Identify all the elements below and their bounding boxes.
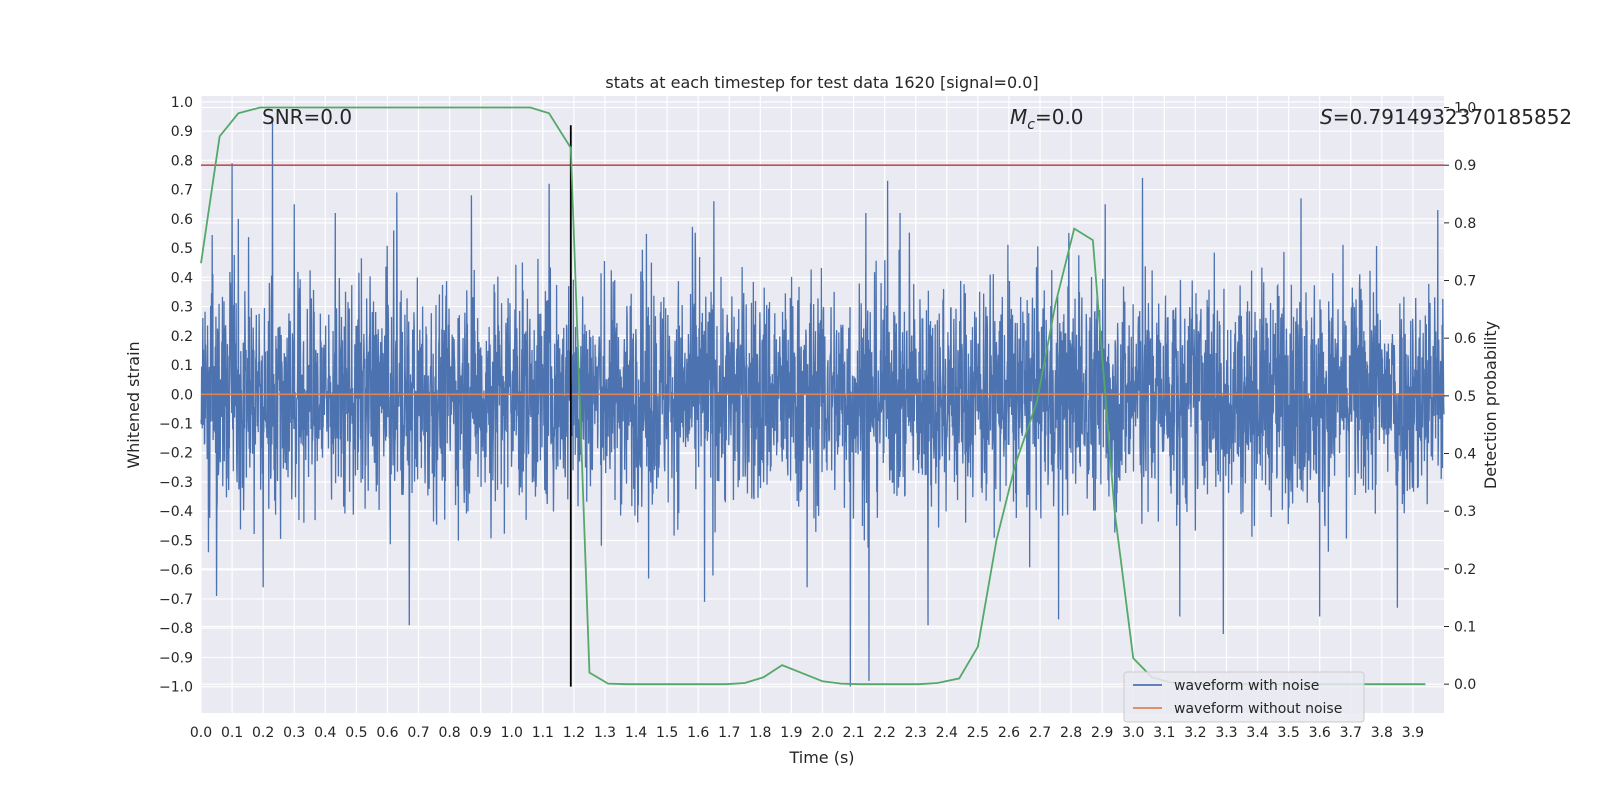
x-tick-label: 0.6 — [376, 725, 398, 741]
y2-ticks: 1.0 0.9 0.8 0.7 0.6 0.5 0.4 0.3 0.2 0.1 0.0 — [1444, 101, 1476, 693]
x-tick-label: 1.8 — [749, 725, 771, 741]
y-tick-label: −0.8 — [159, 621, 193, 637]
y-tick-label: 0.5 — [171, 241, 193, 257]
y-ticks: 1.0 0.9 0.8 0.7 0.6 0.5 0.4 0.3 0.2 0.1 0.0 −0.1 −0.… — [159, 95, 193, 696]
y-tick-label: −0.9 — [159, 650, 193, 666]
x-tick-label: 2.9 — [1091, 725, 1113, 741]
x-tick-label: 1.4 — [625, 725, 647, 741]
x-tick-label: 2.0 — [811, 725, 833, 741]
x-tick-label: 2.5 — [967, 725, 989, 741]
x-tick-label: 2.2 — [874, 725, 896, 741]
y2-tick-label: 0.7 — [1454, 274, 1476, 290]
x-tick-label: 2.6 — [998, 725, 1020, 741]
y2-tick-label: 1.0 — [1454, 101, 1476, 117]
mc-symbol: M — [1010, 105, 1027, 129]
y2-tick-label: 0.4 — [1454, 447, 1476, 463]
x-tick-label: 0.9 — [470, 725, 492, 741]
x-tick-label: 1.9 — [780, 725, 802, 741]
x-tick-label: 3.5 — [1277, 725, 1299, 741]
x-tick-label: 2.3 — [905, 725, 927, 741]
y-tick-label: 0.9 — [171, 124, 193, 140]
y2-axis-label: Detection probability — [1481, 321, 1500, 489]
x-tick-label: 3.1 — [1153, 725, 1175, 741]
x-tick-label: 3.9 — [1402, 725, 1424, 741]
y-tick-label: 0.3 — [171, 300, 193, 316]
x-tick-label: 3.0 — [1122, 725, 1144, 741]
x-tick-label: 3.6 — [1309, 725, 1331, 741]
y2-tick-label: 0.2 — [1454, 562, 1476, 578]
y2-tick-label: 0.6 — [1454, 331, 1476, 347]
series-waveform-with-noise — [200, 119, 1445, 687]
x-tick-label: 0.4 — [314, 725, 336, 741]
y2-tick-label: 0.0 — [1454, 677, 1476, 693]
mc-annotation: Mc=0.0 — [1010, 105, 1084, 133]
y-tick-label: 0.6 — [171, 212, 193, 228]
y-tick-label: 0.1 — [171, 358, 193, 374]
y-tick-label: 0.2 — [171, 329, 193, 345]
x-tick-label: 3.7 — [1340, 725, 1362, 741]
y2-tick-label: 0.8 — [1454, 216, 1476, 232]
mc-subscript: c — [1027, 117, 1035, 133]
y2-tick-label: 0.1 — [1454, 620, 1476, 636]
y-tick-label: −0.2 — [159, 446, 193, 462]
y-tick-label: −0.7 — [159, 592, 193, 608]
x-tick-label: 1.6 — [687, 725, 709, 741]
y-tick-label: 0.8 — [171, 153, 193, 169]
x-tick-label: 0.7 — [407, 725, 429, 741]
x-tick-label: 1.0 — [501, 725, 523, 741]
s-annotation: S=0.7914932370185852 — [1320, 105, 1572, 129]
y-tick-label: 1.0 — [171, 95, 193, 111]
mc-value: =0.0 — [1035, 105, 1084, 129]
x-tick-label: 2.1 — [842, 725, 864, 741]
y-tick-label: 0.0 — [171, 387, 193, 403]
y-tick-label: 0.4 — [171, 270, 193, 286]
y-tick-label: −0.4 — [159, 504, 193, 520]
y-tick-label: −1.0 — [159, 680, 193, 696]
legend-label-clean: waveform without noise — [1174, 701, 1342, 717]
x-tick-label: 0.0 — [190, 725, 212, 741]
x-ticks: 0.0 0.1 0.2 0.3 0.4 0.5 0.6 0.7 0.8 0.9 1.0 1.1 1.2 1… — [190, 725, 1424, 741]
y-tick-label: −0.1 — [159, 417, 193, 433]
x-tick-label: 3.3 — [1215, 725, 1237, 741]
x-tick-label: 0.3 — [283, 725, 305, 741]
x-tick-label: 3.8 — [1371, 725, 1393, 741]
x-tick-label: 2.4 — [936, 725, 958, 741]
x-tick-label: 1.5 — [656, 725, 678, 741]
y2-tick-label: 0.5 — [1454, 389, 1476, 405]
legend-box — [1123, 671, 1365, 723]
y-tick-label: −0.3 — [159, 475, 193, 491]
x-tick-label: 1.1 — [532, 725, 554, 741]
x-tick-label: 0.8 — [438, 725, 460, 741]
noise-trace — [200, 119, 1445, 687]
x-tick-label: 3.2 — [1184, 725, 1206, 741]
x-axis-label: Time (s) — [788, 748, 854, 767]
chart-title: stats at each timestep for test data 162… — [605, 73, 1038, 92]
x-tick-label: 3.4 — [1246, 725, 1268, 741]
x-tick-label: 1.3 — [594, 725, 616, 741]
s-value: =0.7914932370185852 — [1333, 105, 1572, 129]
y-tick-label: 0.7 — [171, 183, 193, 199]
legend-label-noise: waveform with noise — [1174, 678, 1319, 694]
x-tick-label: 0.2 — [252, 725, 274, 741]
x-tick-label: 2.8 — [1060, 725, 1082, 741]
x-tick-label: 2.7 — [1029, 725, 1051, 741]
y-tick-label: −0.5 — [159, 533, 193, 549]
y2-tick-label: 0.3 — [1454, 504, 1476, 520]
x-tick-label: 0.5 — [345, 725, 367, 741]
x-tick-label: 1.2 — [563, 725, 585, 741]
legend: waveform with noise waveform without noi… — [1123, 671, 1365, 723]
snr-annotation: SNR=0.0 — [262, 105, 352, 129]
y-tick-label: −0.6 — [159, 563, 193, 579]
x-tick-label: 1.7 — [718, 725, 740, 741]
y-axis-label: Whitened strain — [124, 341, 143, 468]
y2-tick-label: 0.9 — [1454, 158, 1476, 174]
x-tick-label: 0.1 — [221, 725, 243, 741]
s-symbol: S — [1320, 105, 1333, 129]
